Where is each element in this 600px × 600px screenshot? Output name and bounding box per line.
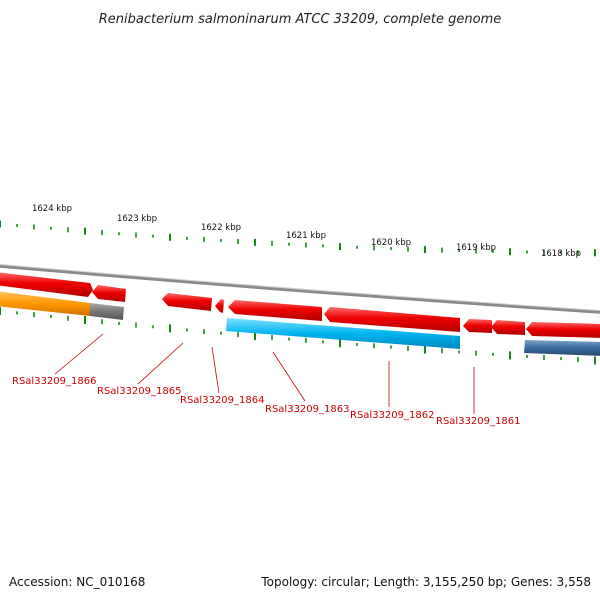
gene-arrow[interactable]	[92, 285, 126, 302]
gene-leader-lines	[54, 333, 475, 414]
gene-arrow[interactable]	[162, 293, 212, 311]
leader-line	[211, 346, 220, 394]
gene-label[interactable]: RSal33209_1861	[436, 416, 520, 427]
gene-label[interactable]: RSal33209_1862	[350, 410, 434, 421]
gene-arrow[interactable]	[463, 319, 492, 333]
outer-scale-ticks	[0, 220, 596, 257]
tick-label-1621: 1621 kbp	[286, 231, 326, 241]
forward-strand-genes	[0, 272, 600, 338]
genome-summary-text: Topology: circular; Length: 3,155,250 bp…	[260, 575, 591, 589]
gene-arrow[interactable]	[491, 320, 525, 335]
gene-arrow[interactable]	[215, 299, 224, 313]
leader-line	[137, 342, 184, 385]
gene-label[interactable]: RSal33209_1866	[12, 376, 96, 387]
leader-line	[272, 351, 306, 402]
accession-text: Accession: NC_010168	[9, 575, 145, 589]
gene-label[interactable]: RSal33209_1865	[97, 386, 181, 397]
tick-label-1623: 1623 kbp	[117, 214, 157, 224]
gene-arrow[interactable]	[228, 300, 322, 321]
gene-arrow[interactable]	[0, 272, 93, 297]
tick-label-1618: 1618 kbp	[541, 249, 581, 259]
tick-label-1620: 1620 kbp	[371, 238, 411, 248]
reverse-strand-genes	[0, 291, 600, 356]
tick-label-1619: 1619 kbp	[456, 243, 496, 253]
gene-arrow[interactable]	[526, 322, 600, 338]
gene-bar-steel[interactable]	[524, 340, 600, 356]
tick-label-1624: 1624 kbp	[32, 204, 72, 214]
gene-label[interactable]: RSal33209_1863	[265, 404, 349, 415]
gene-bar-orange[interactable]	[0, 291, 90, 316]
inner-scale-ticks	[0, 307, 596, 365]
tick-label-1622: 1622 kbp	[201, 223, 241, 233]
genome-backbone	[0, 264, 600, 314]
gene-bar-gray[interactable]	[90, 303, 124, 320]
gene-label[interactable]: RSal33209_1864	[180, 395, 264, 406]
genome-title: Renibacterium salmoninarum ATCC 33209, c…	[99, 12, 502, 27]
leader-line	[54, 333, 104, 375]
genome-backbone-highlight	[0, 264, 600, 311]
gene-arrow[interactable]	[324, 307, 460, 332]
gene-bar-cyan[interactable]	[226, 318, 460, 349]
